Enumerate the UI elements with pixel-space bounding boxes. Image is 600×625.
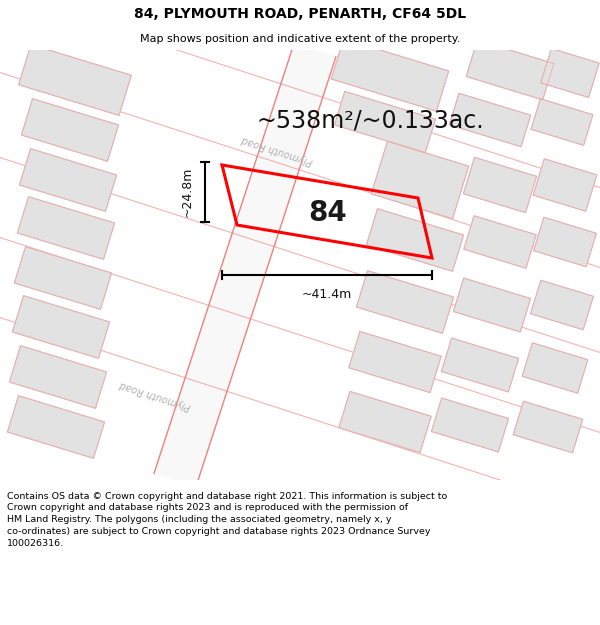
Polygon shape <box>454 278 530 332</box>
Polygon shape <box>367 209 464 271</box>
Polygon shape <box>19 149 116 211</box>
Polygon shape <box>10 346 107 408</box>
Text: ~41.4m: ~41.4m <box>302 289 352 301</box>
Polygon shape <box>449 93 530 147</box>
Polygon shape <box>530 280 593 330</box>
Polygon shape <box>431 398 509 452</box>
Polygon shape <box>531 99 593 146</box>
Polygon shape <box>334 91 436 152</box>
Polygon shape <box>463 158 536 212</box>
Polygon shape <box>154 43 336 487</box>
Text: Plymouth Road: Plymouth Road <box>118 379 192 411</box>
Polygon shape <box>13 296 110 358</box>
Polygon shape <box>339 391 431 452</box>
Text: ~538m²/~0.133ac.: ~538m²/~0.133ac. <box>256 108 484 132</box>
Polygon shape <box>513 401 583 452</box>
Polygon shape <box>466 40 554 100</box>
Polygon shape <box>442 338 518 392</box>
Polygon shape <box>331 39 449 111</box>
Polygon shape <box>7 396 104 458</box>
Polygon shape <box>533 159 597 211</box>
Polygon shape <box>19 44 131 116</box>
Polygon shape <box>22 99 119 161</box>
Text: ~24.8m: ~24.8m <box>181 167 193 217</box>
Polygon shape <box>533 217 596 267</box>
Polygon shape <box>14 247 112 309</box>
Polygon shape <box>17 197 115 259</box>
Text: Contains OS data © Crown copyright and database right 2021. This information is : Contains OS data © Crown copyright and d… <box>7 492 448 548</box>
Polygon shape <box>464 216 536 268</box>
Polygon shape <box>522 342 588 393</box>
Polygon shape <box>541 49 599 98</box>
Polygon shape <box>356 271 454 333</box>
Text: 84, PLYMOUTH ROAD, PENARTH, CF64 5DL: 84, PLYMOUTH ROAD, PENARTH, CF64 5DL <box>134 7 466 21</box>
Polygon shape <box>371 141 469 219</box>
Text: Map shows position and indicative extent of the property.: Map shows position and indicative extent… <box>140 34 460 44</box>
Text: 84: 84 <box>308 199 347 227</box>
Text: Plymouth Road: Plymouth Road <box>240 134 314 166</box>
Polygon shape <box>349 331 441 392</box>
